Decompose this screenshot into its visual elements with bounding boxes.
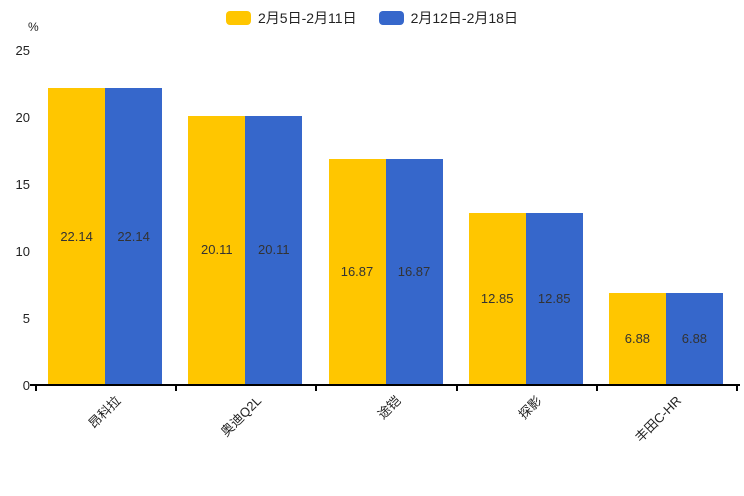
bar-value-label: 20.11 (258, 242, 290, 258)
legend-label-week1: 2月5日-2月11日 (258, 10, 357, 26)
x-category-label: 丰田C-HR (632, 393, 685, 445)
x-category-label: 奥迪Q2L (217, 393, 264, 440)
y-tick-label: 25 (15, 43, 30, 58)
x-axis-tick (315, 386, 317, 391)
y-tick-label: 20 (15, 110, 30, 125)
legend-label-week2: 2月12日-2月18日 (410, 10, 518, 26)
chart-legend: 2月5日-2月11日 2月12日-2月18日 (0, 8, 744, 28)
y-tick-label: 0 (22, 378, 30, 393)
y-tick-label: 5 (22, 311, 30, 326)
bar-value-label: 22.14 (60, 228, 93, 244)
bar-value-label: 6.88 (624, 330, 651, 346)
bar-value-label: 6.88 (681, 330, 708, 346)
bar-value-label: 16.87 (340, 264, 374, 279)
x-axis-line (30, 384, 740, 386)
legend-swatch-week1-icon (226, 11, 252, 25)
y-tick-label: 10 (15, 244, 30, 259)
x-category-label: 途铠 (375, 393, 405, 423)
legend-swatch-week2-icon (378, 11, 404, 25)
bar-value-label: 22.14 (117, 228, 150, 244)
bar[interactable] (188, 115, 246, 385)
bar[interactable] (385, 158, 443, 385)
bar[interactable] (328, 158, 386, 385)
bar-value-label: 12.85 (537, 290, 571, 306)
legend-item-week1[interactable]: 2月5日-2月11日 (226, 8, 357, 28)
bar[interactable] (525, 212, 583, 385)
bar[interactable] (608, 292, 666, 385)
bar-value-label: 12.85 (480, 290, 514, 306)
x-axis-tick (456, 386, 458, 391)
bar-value-label: 16.87 (397, 264, 431, 279)
x-axis-tick (736, 386, 738, 391)
bar[interactable] (468, 212, 526, 385)
x-axis-tick (175, 386, 177, 391)
x-axis-tick (596, 386, 598, 391)
x-category-label: 探影 (515, 393, 545, 423)
x-category-label: 昂科拉 (85, 393, 124, 432)
bar[interactable] (665, 292, 723, 385)
x-axis-tick (35, 386, 37, 391)
legend-item-week2[interactable]: 2月12日-2月18日 (378, 8, 518, 28)
y-tick-label: 15 (15, 177, 30, 192)
bar[interactable] (48, 88, 106, 385)
y-axis-unit-label: % (28, 20, 39, 34)
bar[interactable] (105, 88, 163, 385)
bar-value-label: 20.11 (201, 242, 233, 258)
bar[interactable] (245, 115, 303, 385)
